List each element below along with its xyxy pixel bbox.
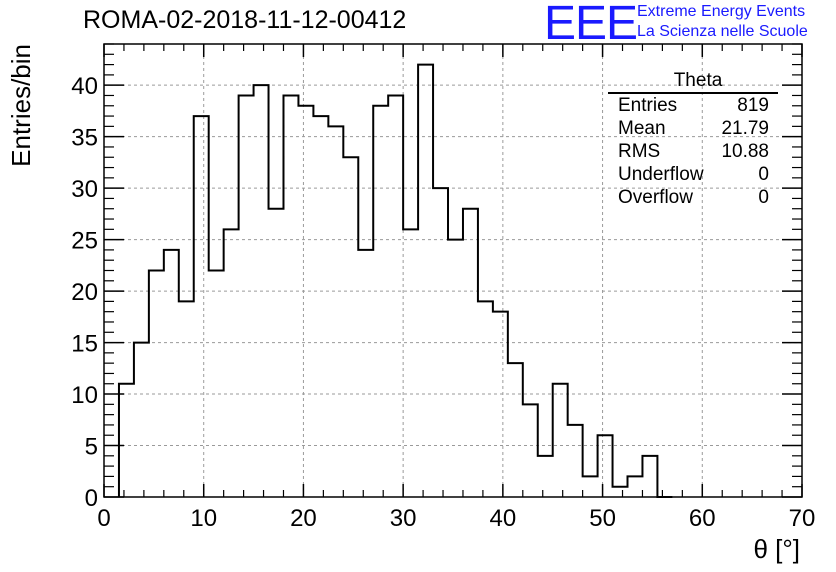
- y-axis-label: Entries/bin: [6, 44, 36, 167]
- stats-row-rms: RMS 10.88: [608, 140, 778, 163]
- x-tick-label: 30: [390, 505, 417, 532]
- x-tick-label: 40: [490, 505, 517, 532]
- stats-title: Theta: [608, 70, 778, 94]
- eee-logo: EEE: [544, 0, 638, 50]
- stats-row-mean: Mean 21.79: [608, 117, 778, 140]
- x-axis-label: θ [°]: [753, 534, 800, 564]
- stats-box: Theta Entries 819 Mean 21.79 RMS 10.88 Underfl…: [608, 70, 778, 209]
- stats-label: Entries: [618, 95, 678, 116]
- logo-line-2: La Scienza nelle Scuole: [637, 23, 808, 40]
- y-tick-label: 40: [71, 73, 98, 100]
- x-tick-label: 70: [789, 505, 816, 532]
- stats-value: 21.79: [721, 118, 769, 139]
- x-tick-label: 0: [97, 505, 110, 532]
- stats-row-entries: Entries 819: [608, 94, 778, 117]
- logo-line-1: Extreme Energy Events: [637, 3, 806, 20]
- stats-row-overflow: Overflow 0: [608, 186, 778, 209]
- y-tick-label: 35: [71, 125, 98, 152]
- stats-value: 0: [758, 187, 769, 208]
- stats-row-underflow: Underflow 0: [608, 163, 778, 186]
- stats-value: 10.88: [721, 141, 769, 162]
- y-tick-label: 5: [85, 434, 98, 461]
- y-tick-label: 15: [71, 331, 98, 358]
- histogram-series: [117, 63, 673, 498]
- y-tick-label: 20: [71, 279, 98, 306]
- x-tick-label: 20: [290, 505, 317, 532]
- plot-frame: [103, 43, 803, 498]
- y-tick-label: 30: [71, 176, 98, 203]
- stats-value: 819: [737, 95, 769, 116]
- x-tick-label: 50: [589, 505, 616, 532]
- stats-label: RMS: [618, 141, 661, 162]
- y-tick-label: 10: [71, 382, 98, 409]
- run-title: ROMA-02-2018-11-12-00412: [83, 6, 407, 34]
- y-tick-label: 0: [85, 485, 98, 512]
- x-tick-label: 10: [190, 505, 217, 532]
- stats-label: Underflow: [618, 164, 704, 185]
- x-tick-label: 60: [689, 505, 716, 532]
- y-tick-label: 25: [71, 228, 98, 255]
- stats-value: 0: [758, 164, 769, 185]
- stats-label: Mean: [618, 118, 666, 139]
- stats-label: Overflow: [618, 187, 693, 208]
